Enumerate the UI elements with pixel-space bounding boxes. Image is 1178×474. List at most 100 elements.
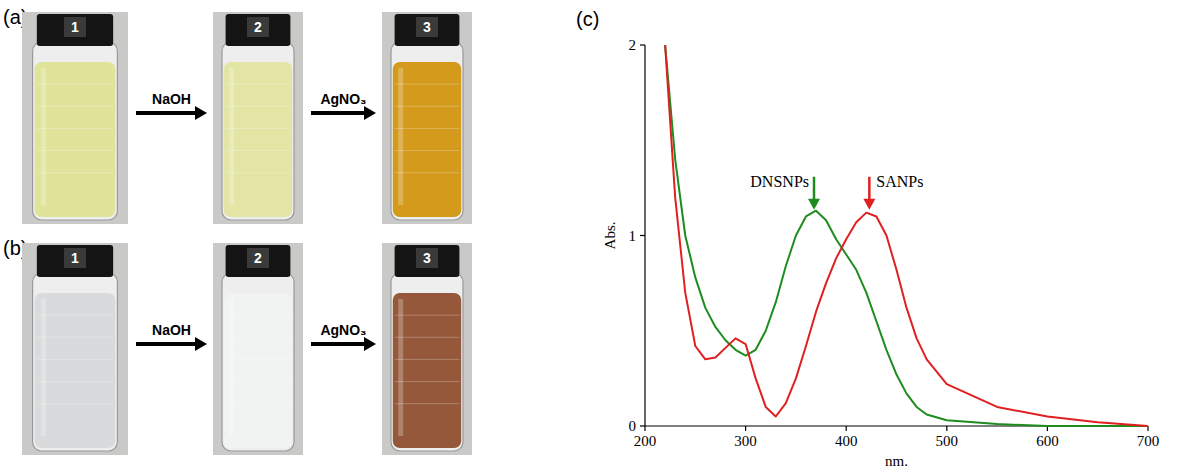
glass-ring [37,359,113,360]
liquid [35,293,116,448]
reaction-arrow-head [364,106,376,120]
glass-ring [226,172,291,173]
reagent-label: AgNO₃ [320,322,366,338]
glass-ring [395,403,460,404]
vial-number: 1 [71,250,79,266]
vial: 2 [213,12,303,224]
glass [391,42,463,220]
glass-ring [37,337,113,338]
glass [222,42,294,220]
y-tick [640,425,645,426]
reaction-arrow-head [364,337,376,351]
cap [37,14,113,46]
annotation: SANPs [863,173,923,210]
glass-highlight [398,299,403,436]
glass-ring [395,337,460,338]
reaction-arrow-shaft [136,111,197,115]
glass-ring [395,106,460,107]
glass-ring [395,172,460,173]
glass-ring [37,128,113,129]
cap-label [416,17,438,37]
y-tick [640,44,645,45]
cap [226,245,291,277]
glass-ring [226,150,291,151]
glass-ring [395,150,460,151]
spectrum-line [665,45,1148,426]
photo-background [213,12,303,224]
y-tick [640,235,645,236]
x-tick-label: 400 [835,433,858,449]
chart: (c)012200300400500600700nm.Abs.DNSNPsSAN… [576,8,1159,469]
x-tick [946,426,947,431]
glass-ring [226,128,291,129]
vial: 3 [382,12,472,224]
plot-lines [665,45,1148,426]
annotation-arrow-head [863,199,875,210]
glass [391,273,463,451]
reagent-label: NaOH [152,322,191,338]
glass-ring [395,84,460,85]
photo-background [382,243,472,455]
liquid [224,62,292,217]
vial-number: 2 [254,250,262,266]
liquid [393,293,461,448]
glass-ring [395,128,460,129]
cap [395,14,460,46]
glass-ring [37,172,113,173]
vial: 2 [213,243,303,455]
vial: 1 [22,243,128,455]
glass-highlight [398,68,403,205]
glass-ring [37,381,113,382]
glass-ring [37,403,113,404]
photo-background [213,243,303,455]
vial-number: 3 [423,250,431,266]
glass-highlight [229,68,234,205]
cap [226,14,291,46]
glass-highlight [229,299,234,436]
x-tick-label: 500 [936,433,959,449]
glass-ring [395,359,460,360]
glass-ring [37,315,113,316]
photo-background [382,12,472,224]
glass [33,273,118,451]
glass-ring [226,403,291,404]
vial-number: 2 [254,19,262,35]
glass-ring [37,150,113,151]
glass-highlight [41,68,46,205]
reaction-arrow-shaft [311,342,366,346]
glass-ring [395,381,460,382]
x-tick [644,426,645,431]
y-tick-label: 2 [629,37,637,53]
vial-number: 3 [423,19,431,35]
x-axis-title: nm. [885,453,908,469]
glass [222,273,294,451]
glass-ring [226,315,291,316]
cap-label [247,248,269,268]
y-tick-label: 0 [629,418,637,434]
cap-label [64,248,86,268]
glass-ring [226,84,291,85]
annotation-label: SANPs [876,173,923,190]
x-tick [745,426,746,431]
glass-ring [37,84,113,85]
panel-label: (c) [576,8,599,30]
glass-ring [37,106,113,107]
vial-number: 1 [71,19,79,35]
liquid [224,293,292,448]
x-tick-label: 300 [734,433,757,449]
photo-panel: (b)123NaOHAgNO₃ [3,237,472,455]
vial: 1 [22,12,128,224]
photo-background [22,243,128,455]
glass-ring [226,337,291,338]
glass-highlight [41,299,46,436]
glass-ring [226,359,291,360]
y-axis-title: Abs. [602,222,618,250]
glass-ring [226,381,291,382]
x-tick [846,426,847,431]
reaction-arrow-shaft [136,342,197,346]
liquid [35,62,116,217]
photo-background [22,12,128,224]
annotation-arrow-shaft [868,177,871,201]
cap [395,245,460,277]
cap-label [416,248,438,268]
